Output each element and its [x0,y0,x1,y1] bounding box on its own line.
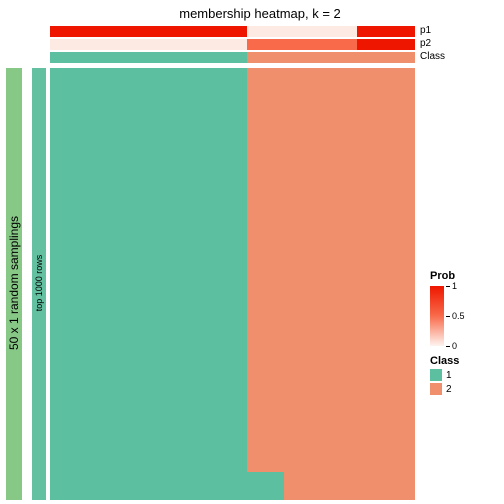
annot-segment [357,26,415,37]
annot-segment [357,39,415,50]
annot-segment [50,39,247,50]
annot-label: p1 [420,25,431,36]
chart-title: membership heatmap, k = 2 [120,6,400,21]
annot-label: p2 [420,38,431,49]
heatmap-body [50,68,415,500]
ylabel-outer-text: 50 x 1 random samplings [7,216,21,350]
heatmap-notch [247,472,284,500]
annot-segment [50,26,247,37]
legend-prob-tick-label: 0 [452,341,457,351]
legend-class-label: 2 [446,384,452,395]
legend-prob-tick: 1 [446,281,457,291]
heatmap-column [50,68,247,500]
chart-title-text: membership heatmap, k = 2 [179,6,341,21]
legend-class-items: 12 [430,369,459,395]
annot-label: Class [420,51,445,62]
legend-prob-tick: 0 [446,341,457,351]
ylabel-inner: top 1000 rows [34,223,44,343]
legend-prob-gradient [430,286,444,346]
annot-segment [50,52,247,63]
legend-class-item: 1 [430,369,459,381]
annot-segment [247,39,357,50]
annot-segment [247,52,415,63]
legend-class-title: Class [430,355,459,367]
legend-swatch [430,369,442,381]
annot-segment [247,26,357,37]
ylabel-outer: 50 x 1 random samplings [7,203,21,363]
legend-prob-tick-label: 1 [452,281,457,291]
legend-prob-tick: 0.5 [446,311,465,321]
legend-swatch [430,383,442,395]
legend-prob: Prob 10.50 [430,270,455,346]
heatmap-column [247,68,415,500]
ylabel-inner-text: top 1000 rows [34,255,44,312]
legend-class-item: 2 [430,383,459,395]
legend-class-label: 1 [446,370,452,381]
legend-class: Class 12 [430,355,459,395]
legend-prob-tick-label: 0.5 [452,311,465,321]
